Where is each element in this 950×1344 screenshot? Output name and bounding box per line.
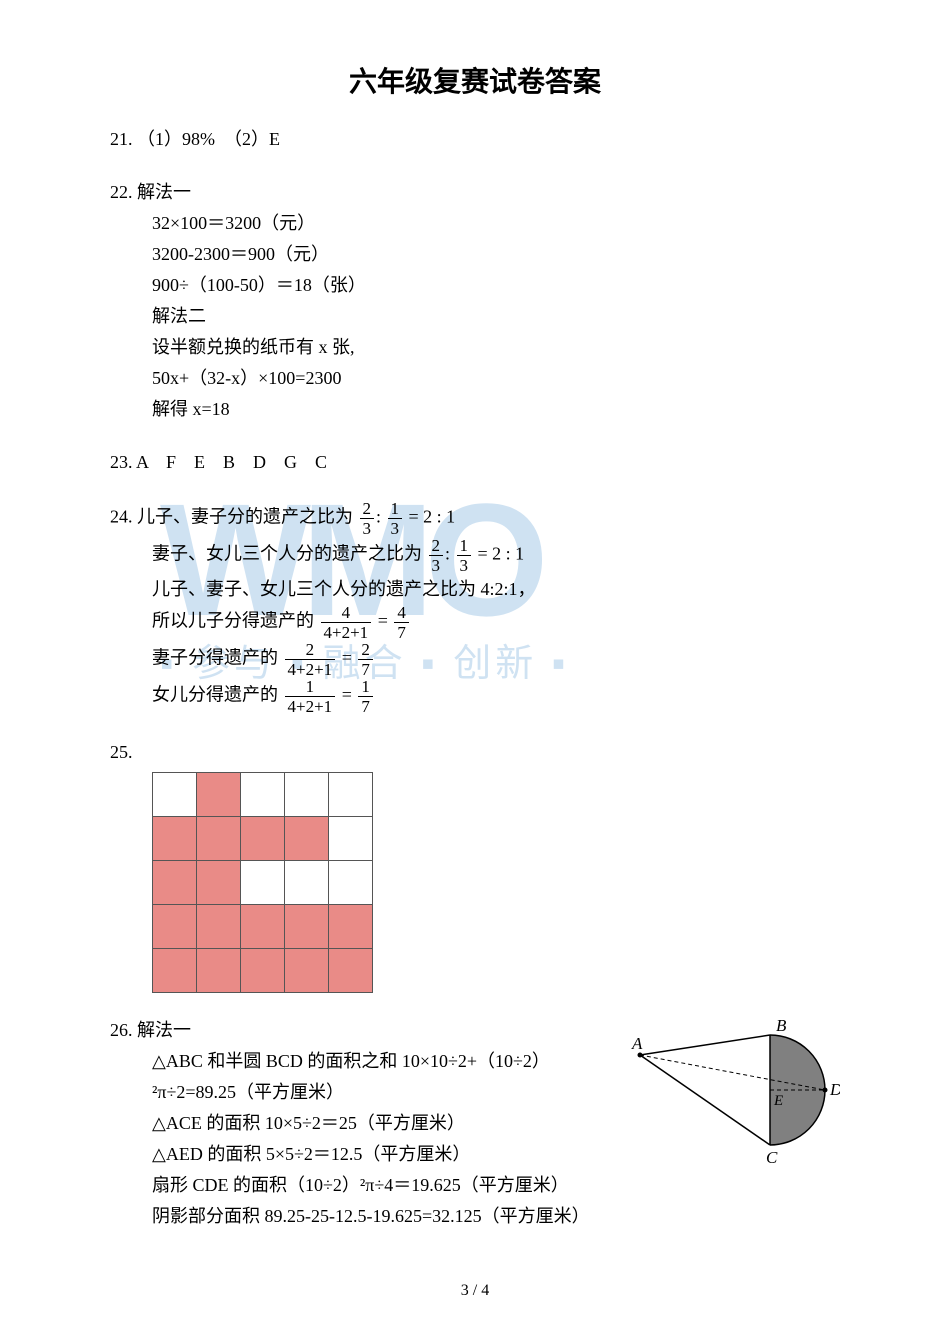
- q26-diagram: A B C D E: [630, 1015, 840, 1185]
- q25-grid: [152, 772, 373, 993]
- q26-l3: △AED 的面积 5×5÷2＝12.5（平方厘米）: [110, 1139, 610, 1170]
- q23-num: 23.: [110, 452, 133, 472]
- q24: 24. 儿子、妻子分的遗产之比为 23: 13 = 2 : 1 妻子、女儿三个人…: [110, 500, 840, 716]
- q23: 23. A F E B D G C: [110, 447, 840, 478]
- q22-l3: 900÷（100-50）＝18（张）: [110, 270, 840, 301]
- frac-1-3: 13: [388, 500, 403, 537]
- grid-cell: [285, 773, 329, 817]
- q25: 25.: [110, 737, 840, 993]
- page-title: 六年级复赛试卷答案: [110, 60, 840, 100]
- grid-cell: [285, 861, 329, 905]
- q24-l4: 所以儿子分得遗产的 44+2+1 = 47: [110, 604, 840, 641]
- grid-cell: [241, 773, 285, 817]
- grid-cell: [241, 949, 285, 993]
- grid-cell: [197, 861, 241, 905]
- grid-cell: [153, 861, 197, 905]
- grid-cell: [153, 817, 197, 861]
- q25-num: 25.: [110, 737, 840, 768]
- grid-cell: [197, 817, 241, 861]
- grid-cell: [285, 949, 329, 993]
- q22: 22. 解法一 32×100＝3200（元） 3200-2300＝900（元） …: [110, 177, 840, 425]
- q23-text: A F E B D G C: [136, 452, 327, 472]
- q22-l1: 32×100＝3200（元）: [110, 208, 840, 239]
- page-content: 六年级复赛试卷答案 21. （1）98% （2）E 22. 解法一 32×100…: [110, 60, 840, 1232]
- grid-cell: [153, 949, 197, 993]
- label-E: E: [773, 1093, 783, 1109]
- grid-cell: [197, 773, 241, 817]
- label-B: B: [776, 1016, 787, 1035]
- grid-cell: [197, 949, 241, 993]
- q26-l4: 扇形 CDE 的面积（10÷2）²π÷4＝19.625（平方厘米）: [110, 1170, 610, 1201]
- q22-l4: 设半额兑换的纸币有 x 张,: [110, 332, 840, 363]
- q21-text: （1）98% （2）E: [137, 129, 280, 149]
- q22-num: 22.: [110, 182, 133, 202]
- q21: 21. （1）98% （2）E: [110, 124, 840, 155]
- grid-cell: [285, 905, 329, 949]
- grid-cell: [241, 905, 285, 949]
- q24-l5: 妻子分得遗产的 24+2+1 = 27: [110, 641, 840, 678]
- page-number: 3 / 4: [0, 1282, 950, 1300]
- grid-cell: [241, 861, 285, 905]
- label-D: D: [829, 1080, 840, 1099]
- q24-l3: 儿子、妻子、女儿三个人分的遗产之比为 4:2:1，: [110, 574, 840, 605]
- grid-cell: [329, 949, 373, 993]
- q25-grid-wrap: [110, 772, 840, 993]
- label-C: C: [766, 1148, 778, 1167]
- q26-m1: 解法一: [137, 1020, 191, 1040]
- label-A: A: [631, 1034, 643, 1053]
- q26-l5: 阴影部分面积 89.25-25-12.5-19.625=32.125（平方厘米）: [110, 1201, 610, 1232]
- q22-l2: 3200-2300＝900（元）: [110, 239, 840, 270]
- q24-l1: 24. 儿子、妻子分的遗产之比为 23: 13 = 2 : 1: [110, 500, 840, 537]
- grid-cell: [197, 905, 241, 949]
- q26-l1: △ABC 和半圆 BCD 的面积之和 10×10÷2+（10÷2）²π÷2=89…: [110, 1046, 610, 1108]
- grid-cell: [329, 817, 373, 861]
- q22-l5: 50x+（32-x）×100=2300: [110, 363, 840, 394]
- q24-l2: 妻子、女儿三个人分的遗产之比为 23: 13 = 2 : 1: [110, 537, 840, 574]
- grid-cell: [153, 773, 197, 817]
- geometry-figure: A B C D E: [630, 1015, 840, 1175]
- q24-l6: 女儿分得遗产的 14+2+1 = 17: [110, 678, 840, 715]
- grid-cell: [153, 905, 197, 949]
- q26-num: 26.: [110, 1020, 133, 1040]
- q22-m1: 解法一: [137, 182, 191, 202]
- grid-cell: [285, 817, 329, 861]
- grid-cell: [329, 861, 373, 905]
- q26-text: 26. 解法一 △ABC 和半圆 BCD 的面积之和 10×10÷2+（10÷2…: [110, 1015, 610, 1232]
- grid-cell: [329, 773, 373, 817]
- q21-num: 21.: [110, 129, 133, 149]
- q26-l2: △ACE 的面积 10×5÷2＝25（平方厘米）: [110, 1108, 610, 1139]
- q26: 26. 解法一 △ABC 和半圆 BCD 的面积之和 10×10÷2+（10÷2…: [110, 1015, 840, 1232]
- q22-l6: 解得 x=18: [110, 394, 840, 425]
- q22-m2: 解法二: [110, 301, 840, 332]
- grid-cell: [329, 905, 373, 949]
- q24-num: 24.: [110, 506, 133, 526]
- frac-2-3: 23: [360, 500, 375, 537]
- grid-cell: [241, 817, 285, 861]
